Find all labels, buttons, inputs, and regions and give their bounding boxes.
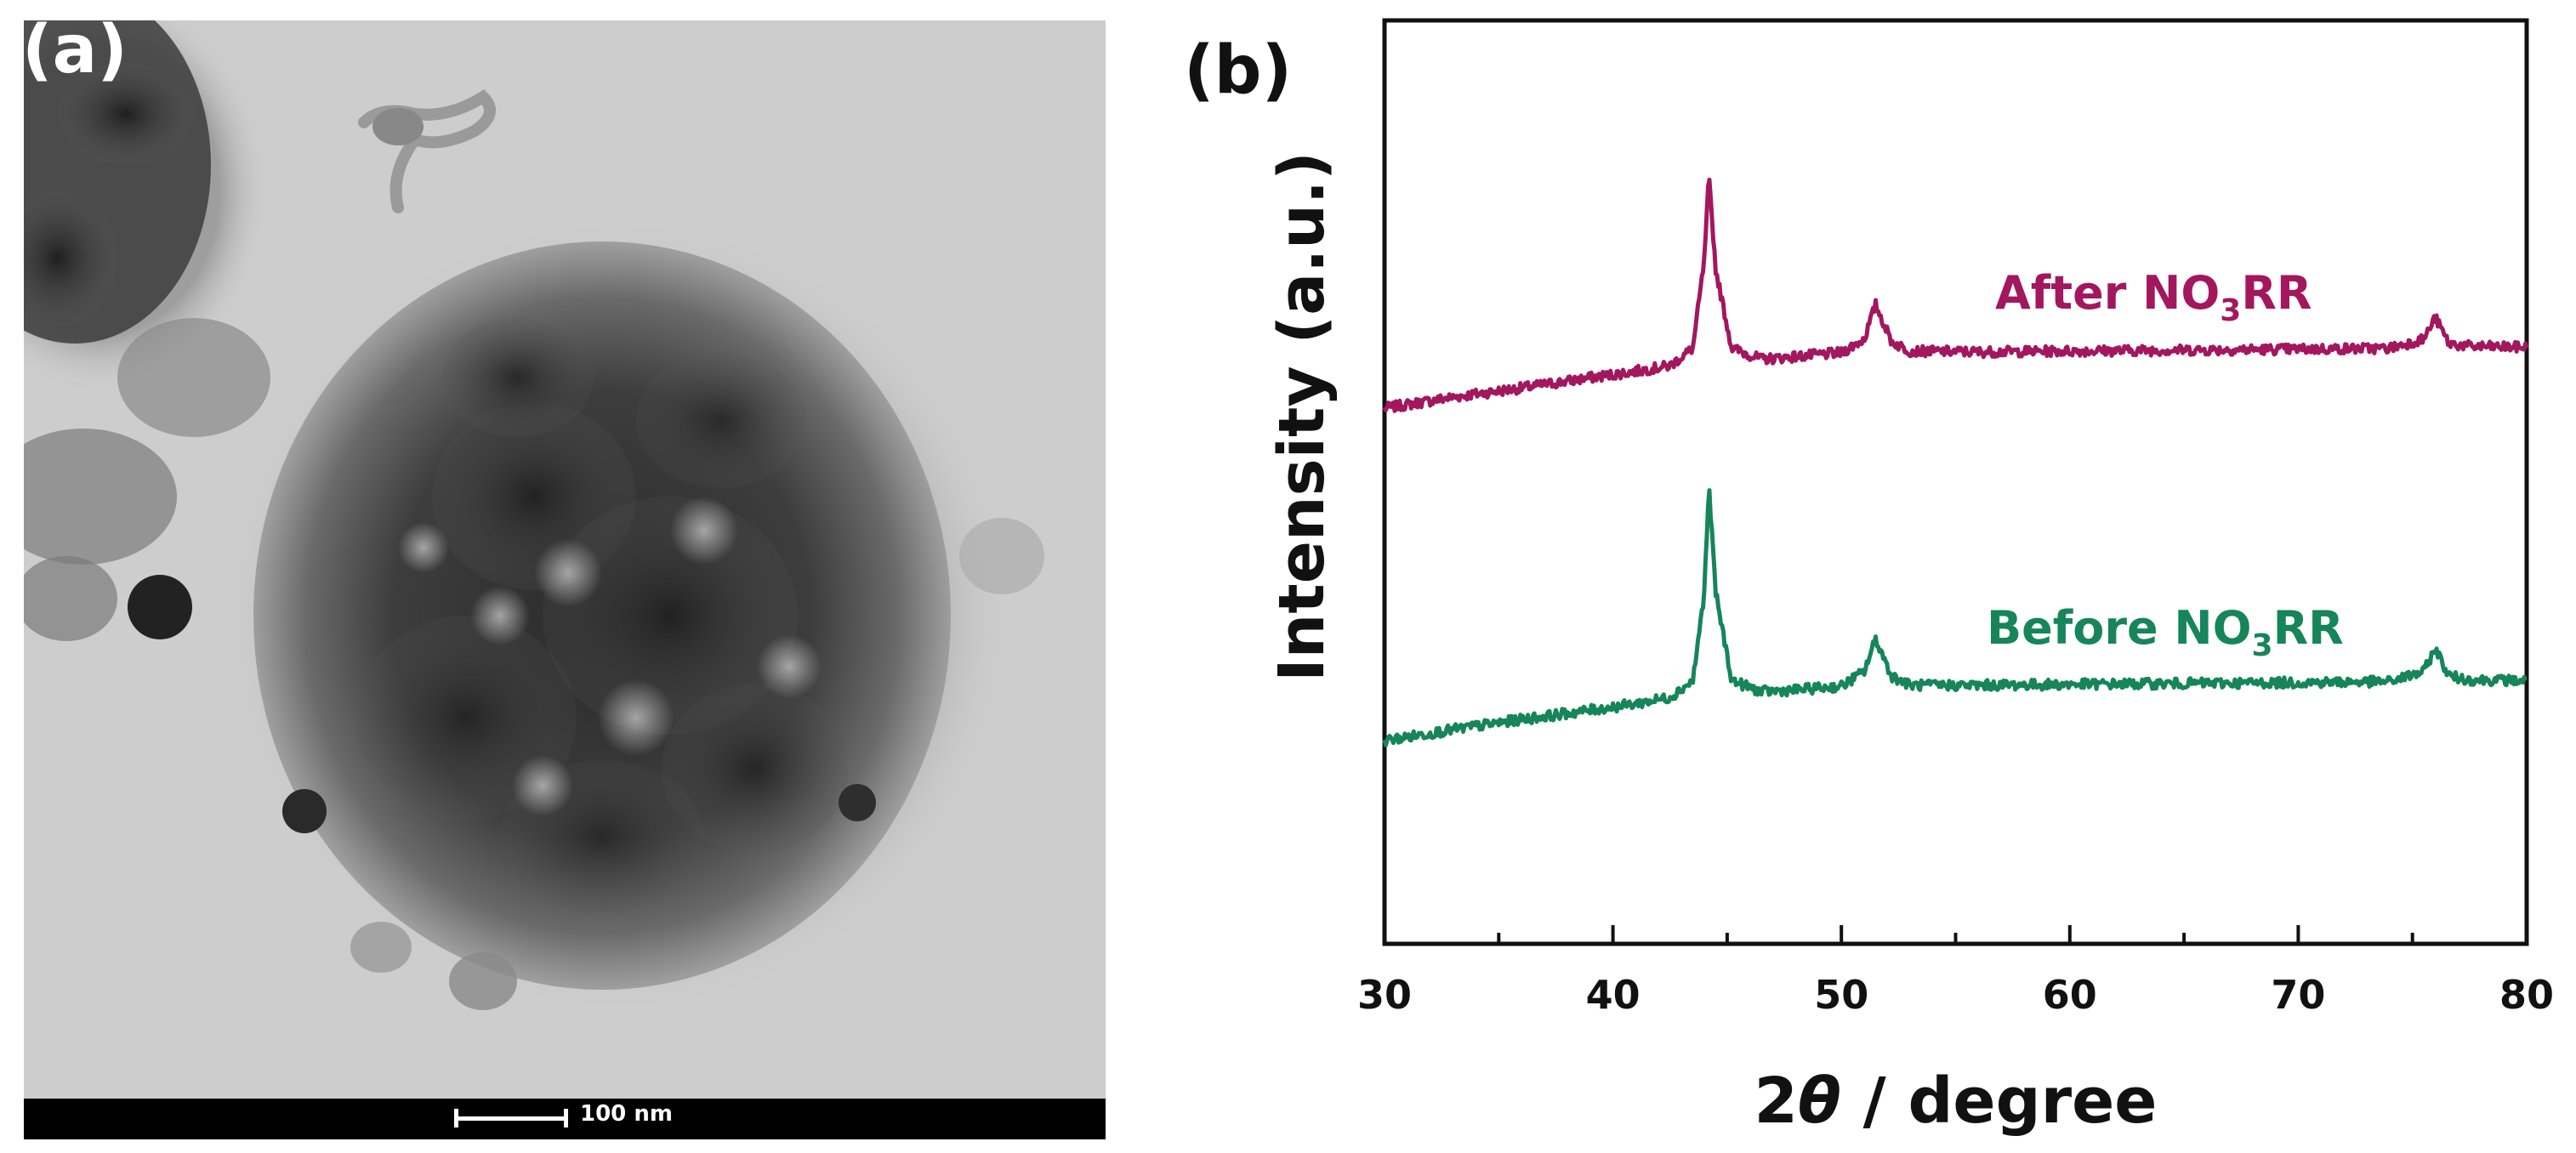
panel-label-b: (b) xyxy=(1184,32,1293,109)
tem-image-panel: 100 nm xyxy=(24,20,1106,1139)
panel-label-a: (a) xyxy=(22,12,128,88)
series-label-after: After NO3RR xyxy=(1995,266,2312,328)
series-line-after xyxy=(1382,178,2529,413)
x-tick-label: 60 xyxy=(2043,972,2097,1018)
series-label-before: Before NO3RR xyxy=(1987,601,2344,663)
series-line-before xyxy=(1382,488,2528,747)
x-tick-label: 70 xyxy=(2271,972,2325,1018)
y-axis-title: Intensity (a.u.) xyxy=(1265,151,1339,682)
plot-frame xyxy=(1382,18,2529,946)
x-axis-title: 2θ / degree xyxy=(1754,1065,2158,1138)
x-tick-label: 50 xyxy=(1814,972,1868,1018)
x-tick-label: 80 xyxy=(2499,972,2554,1018)
scale-bar-label: 100 nm xyxy=(580,1101,673,1127)
x-tick-label: 30 xyxy=(1357,972,1412,1018)
x-tick-label: 40 xyxy=(1586,972,1641,1018)
scale-bar xyxy=(456,1116,566,1121)
tem-micrograph xyxy=(24,20,1106,1139)
